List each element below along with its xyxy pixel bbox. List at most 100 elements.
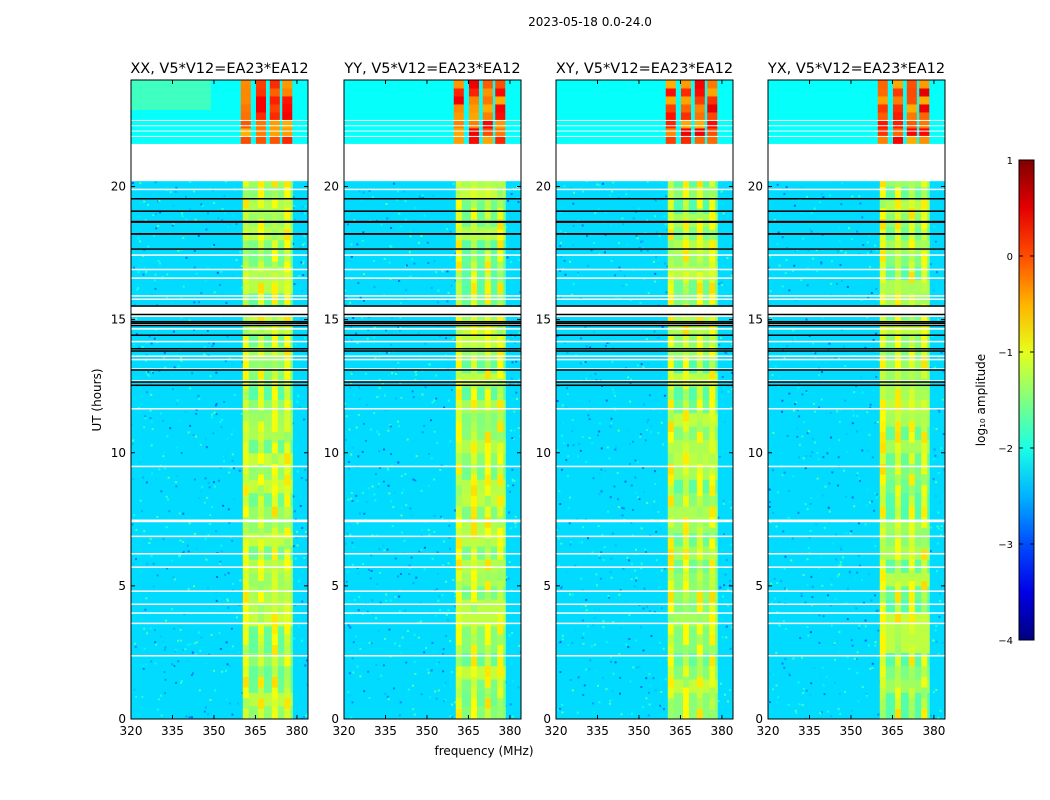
noise-cell [164,366,167,369]
noise-cell [233,498,236,501]
noise-cell [511,468,514,471]
noise-cell [830,282,833,285]
noise-cell [657,511,660,514]
top-rfi-cell [240,119,251,129]
noise-cell [195,653,198,656]
noise-cell [777,491,780,494]
noise-cell [626,586,629,589]
top-rfi-cell [877,87,888,97]
rfi-channel-cell [894,484,901,496]
noise-cell [454,591,457,594]
noise-cell [937,527,940,530]
flagged-row [344,254,521,256]
noise-cell [438,335,441,338]
noise-cell [798,219,801,222]
rfi-channel-cell [271,708,278,719]
rfi-channel-cell [271,410,278,422]
noise-cell [146,562,149,565]
noise-cell [179,626,182,629]
noise-cell [635,579,638,582]
flagged-row [131,277,308,279]
rfi-channel-cell [497,559,504,571]
noise-cell [390,246,393,249]
noise-cell [617,241,620,244]
noise-cell [154,662,157,665]
noise-cell [378,548,381,551]
noise-cell [163,648,166,651]
noise-cell [604,469,607,472]
noise-cell [635,576,638,579]
noise-cell [866,449,869,452]
noise-cell [240,264,243,267]
rfi-channel-cell [894,388,901,400]
rfi-channel-cell [271,569,278,582]
noise-cell [507,484,510,487]
rfi-channel-cell [696,697,703,709]
noise-cell [611,690,614,693]
rfi-band-cell [243,439,293,454]
noise-cell [642,490,645,493]
top-rfi-cell [269,80,280,89]
noise-cell [792,409,795,412]
noise-cell [374,356,377,359]
noise-cell [454,594,457,597]
flagged-row [556,277,733,279]
dark-row [344,350,521,352]
rfi-channel-cell [484,708,491,719]
noise-cell [855,607,858,610]
noise-cell [428,484,431,487]
noise-cell [839,712,842,715]
rfi-channel-cell [894,356,901,369]
noise-cell [189,208,192,211]
noise-cell [229,466,232,469]
noise-cell [571,593,574,596]
noise-cell [219,560,222,563]
noise-cell [820,556,823,559]
noise-cell [820,193,823,196]
rfi-channel-cell [908,186,915,198]
rfi-channel-cell [696,175,703,187]
rfi-channel-cell [271,527,278,539]
noise-cell [821,666,824,669]
noise-cell [519,291,521,294]
noise-cell [571,641,574,644]
rfi-channel-cell [696,623,703,635]
noise-cell [439,469,442,472]
rfi-channel-cell [484,442,491,454]
noise-cell [409,230,412,233]
noise-cell [821,317,824,320]
noise-cell [560,542,563,545]
rfi-channel-cell [894,250,901,262]
noise-cell [631,508,634,511]
noise-cell [386,695,389,698]
noise-cell [143,426,146,429]
noise-cell [158,468,161,471]
rfi-channel-cell [271,207,278,219]
flagged-row [556,295,733,297]
rfi-channel-cell [470,612,477,624]
noise-cell [362,491,365,494]
noise-cell [359,647,362,650]
noise-cell [773,577,776,580]
rfi-band-cell [668,692,718,707]
rfi-channel-cell [667,569,674,582]
noise-cell [571,419,574,422]
rfi-channel-cell [242,527,249,539]
noise-cell [820,261,823,264]
noise-cell [441,270,444,273]
noise-cell [612,672,615,675]
rfi-channel-cell [242,346,249,358]
noise-cell [429,696,432,699]
noise-cell [191,651,194,654]
top-rfi-cell [269,87,280,97]
noise-cell [382,480,385,483]
noise-cell [639,433,642,436]
noise-cell [839,545,842,548]
rfi-channel-cell [682,569,689,582]
rfi-channel-cell [908,591,915,603]
rfi-channel-cell [921,378,928,390]
noise-cell [379,601,382,604]
noise-cell [637,364,640,367]
noise-cell [417,636,420,639]
noise-cell [846,451,849,454]
